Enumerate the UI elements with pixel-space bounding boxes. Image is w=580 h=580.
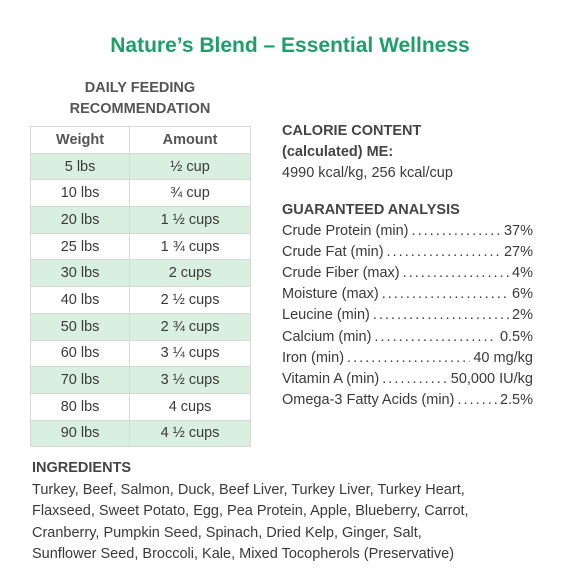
feeding-table: Weight Amount 5 lbs ½ cup 10 lbs ¾ cup 20 lbs 1… — [29, 126, 251, 448]
nutrient-value: 27% — [503, 244, 533, 261]
nutrient-name: Crude Fat (min) — [282, 244, 384, 261]
dot-leader — [373, 305, 509, 326]
dot-leader — [403, 263, 509, 284]
analysis-row: Crude Fat (min) 27% — [282, 242, 533, 263]
analysis-row: Iron (min) 40 mg/kg — [282, 348, 533, 369]
table-cell: 60 lbs — [29, 339, 131, 368]
nutrient-name: Moisture (max) — [282, 286, 379, 303]
table-cell: 20 lbs — [29, 206, 131, 234]
table-cell: ¾ cup — [129, 179, 251, 208]
dot-leader — [387, 242, 501, 263]
table-row: 70 lbs 3 ½ cups — [29, 366, 251, 394]
column-header: Weight — [29, 126, 131, 154]
table-row: 25 lbs 1 ¾ cups — [29, 232, 251, 261]
analysis-row: Calcium (min) 0.5% — [282, 327, 533, 348]
nutrient-value: 4% — [512, 265, 533, 282]
table-cell: 2 ½ cups — [129, 286, 251, 314]
calorie-heading: (calculated) ME: — [282, 144, 394, 160]
table-cell: 50 lbs — [29, 312, 131, 341]
table-cell: 25 lbs — [29, 232, 131, 261]
table-row: 30 lbs 2 cups — [29, 259, 251, 288]
table-cell: 10 lbs — [29, 179, 131, 208]
table-cell: 2 cups — [129, 259, 251, 288]
title: Nature’s Blend – Essential Wellness — [110, 34, 470, 57]
analysis-row: Crude Fiber (max) 4% — [282, 263, 533, 284]
heading-line: DAILY FEEDING — [84, 80, 196, 96]
analysis-row: Crude Protein (min) 37% — [282, 221, 533, 242]
table-cell: 5 lbs — [29, 152, 131, 181]
table-row: 10 lbs ¾ cup — [29, 179, 251, 208]
table-cell: 4 ½ cups — [129, 419, 251, 448]
ingredients-heading: INGREDIENTS — [32, 460, 132, 476]
nutrient-value: 6% — [512, 286, 533, 303]
nutrient-name: Vitamin A (min) — [282, 370, 380, 387]
nutrient-value: 37% — [503, 223, 533, 240]
ingredients-line: Turkey, Beef, Salmon, Duck, Beef Liver, … — [32, 481, 465, 498]
nutrient-name: Leucine (min) — [282, 307, 370, 324]
nutrient-name: Crude Fiber (max) — [282, 265, 400, 282]
dot-leader — [382, 284, 509, 305]
ingredients-line: Sunflower Seed, Broccoli, Kale, Mixed To… — [32, 546, 455, 562]
table-row: 90 lbs 4 ½ cups — [29, 419, 251, 448]
nutrient-name: Iron (min) — [282, 349, 345, 366]
calorie-text: 4990 kcal/kg, 256 kcal/cup — [282, 165, 453, 181]
table-cell: 40 lbs — [29, 286, 131, 314]
table-row: 80 lbs 4 cups — [29, 392, 251, 421]
table-row: 5 lbs ½ cup — [29, 152, 251, 181]
table-row: 40 lbs 2 ½ cups — [29, 286, 251, 314]
ingredients-line: Cranberry, Pumpkin Seed, Spinach, Dried … — [32, 524, 422, 541]
nutrient-value: 2% — [512, 307, 533, 324]
dot-leader — [457, 390, 497, 411]
nutrient-name: Calcium (min) — [282, 328, 372, 345]
analysis-row: Leucine (min) 2% — [282, 305, 533, 326]
table-cell: 3 ¼ cups — [129, 339, 251, 368]
dot-leader — [412, 221, 501, 242]
nutrient-value: 0.5% — [499, 328, 533, 345]
analysis-row: Vitamin A (min) 50,000 IU/kg — [282, 369, 533, 390]
dot-leader — [374, 327, 497, 348]
nutrient-name: Omega-3 Fatty Acids (min) — [282, 391, 455, 408]
nutrient-value: 2.5% — [499, 391, 533, 408]
nutrient-value: 40 mg/kg — [473, 349, 533, 366]
table-row: 50 lbs 2 ¾ cups — [29, 312, 251, 341]
table-cell: 90 lbs — [29, 419, 131, 448]
heading-line: RECOMMENDATION — [69, 101, 211, 117]
table-cell: 80 lbs — [29, 392, 131, 421]
dot-leader — [347, 348, 470, 369]
table-row: 20 lbs 1 ½ cups — [29, 206, 251, 234]
table-cell: 70 lbs — [29, 366, 131, 394]
dot-leader — [382, 369, 448, 390]
table-cell: 2 ¾ cups — [129, 312, 251, 341]
calorie-heading: CALORIE CONTENT — [282, 123, 422, 139]
table-cell: 4 cups — [129, 392, 251, 421]
ingredients-line: Flaxseed, Sweet Potato, Egg, Pea Protein… — [32, 503, 469, 519]
analysis-row: Omega-3 Fatty Acids (min) 2.5% — [282, 390, 533, 411]
nutrient-value: 50,000 IU/kg — [450, 370, 533, 387]
calorie-section: CALORIE CONTENT (calculated) ME: 4990 kcal… — [282, 121, 453, 184]
table-cell: 1 ½ cups — [129, 206, 251, 234]
feeding-heading: DAILY FEEDING RECOMMENDATION — [30, 78, 250, 120]
table-cell: 3 ½ cups — [129, 366, 251, 394]
table-cell: 1 ¾ cups — [129, 232, 251, 261]
analysis-row: Moisture (max) 6% — [282, 284, 533, 305]
nutrient-name: Crude Protein (min) — [282, 223, 409, 240]
table-cell: ½ cup — [129, 152, 251, 181]
analysis-heading: GUARANTEED ANALYSIS — [282, 202, 460, 218]
ingredients-section: INGREDIENTS Turkey, Beef, Salmon, Duck, … — [32, 458, 469, 566]
column-header: Amount — [129, 126, 251, 154]
table-cell: 30 lbs — [29, 259, 131, 288]
table-row: 60 lbs 3 ¼ cups — [29, 339, 251, 368]
analysis-section: GUARANTEED ANALYSIS Crude Protein (min) 3… — [282, 200, 533, 411]
